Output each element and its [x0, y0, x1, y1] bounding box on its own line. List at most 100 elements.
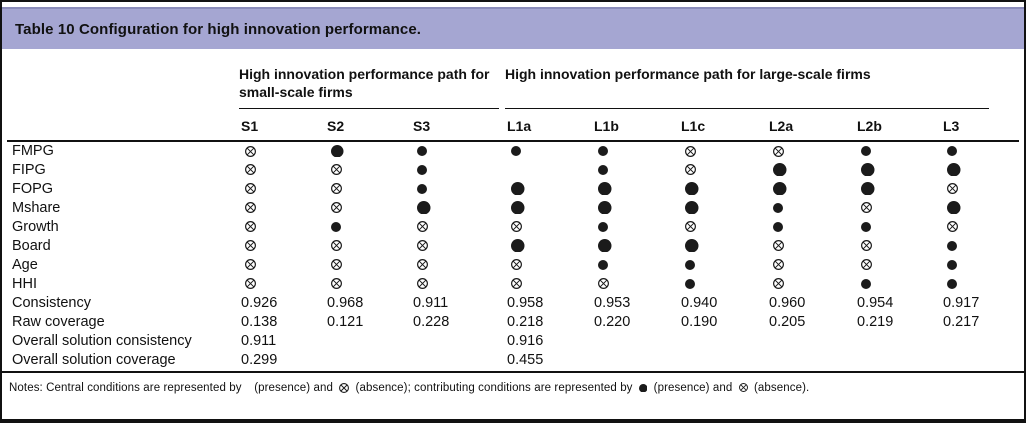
- contributing-presence-icon: [598, 164, 608, 175]
- stat-value: [325, 350, 411, 369]
- table-row: FIPG: [7, 160, 1019, 179]
- stat-value: [767, 350, 855, 369]
- column-header-S2: S2: [325, 111, 411, 142]
- contributing-presence-icon: [947, 278, 957, 289]
- condition-cell: [767, 141, 855, 160]
- contributing-absence-icon: [245, 145, 256, 157]
- contributing-absence-icon: [861, 240, 872, 252]
- column-header-S3: S3: [411, 111, 505, 142]
- column-header-L1b: L1b: [592, 111, 679, 142]
- central-presence-icon: [685, 181, 699, 196]
- table-bottom-rule: [2, 371, 1024, 373]
- condition-cell: [767, 255, 855, 274]
- condition-cell: [592, 141, 679, 160]
- column-header-L1a: L1a: [505, 111, 592, 142]
- condition-cell: [411, 255, 505, 274]
- contributing-absence-icon: [417, 240, 428, 252]
- contributing-presence-icon: [598, 146, 608, 157]
- condition-cell: [679, 179, 767, 198]
- condition-cell: [679, 217, 767, 236]
- contributing-absence-icon: [245, 221, 256, 233]
- contributing-absence-icon: [331, 183, 342, 195]
- central-absence-icon: [339, 383, 350, 393]
- condition-cell: [767, 179, 855, 198]
- table-row: Raw coverage 0.138 0.121 0.228 0.218 0.220 0.1…: [7, 312, 1019, 331]
- central-presence-icon: [598, 238, 612, 253]
- contributing-absence-icon: [245, 202, 256, 214]
- contributing-absence-icon: [685, 164, 696, 176]
- contributing-absence-icon: [685, 145, 696, 157]
- stat-value: 0.940: [681, 294, 718, 311]
- condition-cell: [325, 198, 411, 217]
- contributing-absence-icon: [947, 183, 958, 195]
- condition-cell: [411, 179, 505, 198]
- table-title-band: Table 10 Configuration for high innovati…: [2, 7, 1024, 49]
- stat-value: 0.960: [769, 294, 806, 311]
- condition-cell: [767, 217, 855, 236]
- central-presence-icon: [861, 162, 875, 177]
- contributing-presence-icon: [331, 221, 341, 232]
- central-presence-icon: [511, 181, 525, 196]
- table-notes: Notes: Central conditions are represente…: [2, 373, 1024, 394]
- condition-cell: [505, 274, 592, 293]
- condition-cell: [767, 236, 855, 255]
- contributing-absence-icon: [417, 221, 428, 233]
- stat-value: 0.954: [857, 294, 894, 311]
- group-label-large-scale: High innovation performance path for lar…: [505, 66, 871, 82]
- contributing-absence-icon: [685, 221, 696, 233]
- central-presence-icon: [685, 238, 699, 253]
- contributing-absence-icon: [947, 221, 958, 233]
- condition-cell: [941, 255, 1019, 274]
- condition-cell: [855, 179, 941, 198]
- table-row: Overall solution consistency 0.911 0.916: [7, 331, 1019, 350]
- row-label: Raw coverage: [12, 313, 105, 330]
- stat-value: [855, 331, 941, 350]
- contributing-absence-icon: [245, 278, 256, 290]
- central-presence-icon: [947, 162, 961, 177]
- condition-cell: [592, 160, 679, 179]
- table-row: FOPG: [7, 179, 1019, 198]
- contributing-presence-icon: [861, 278, 871, 289]
- contributing-presence-icon: [947, 240, 957, 251]
- condition-cell: [325, 274, 411, 293]
- column-header-L3: L3: [941, 111, 1020, 142]
- table-row: Age: [7, 255, 1019, 274]
- condition-cell: [505, 236, 592, 255]
- condition-cell: [767, 274, 855, 293]
- central-presence-icon: [685, 200, 699, 215]
- stat-value: 0.968: [327, 294, 364, 311]
- column-header-L2a: L2a: [767, 111, 855, 142]
- condition-cell: [767, 198, 855, 217]
- condition-cell: [505, 179, 592, 198]
- stat-value: [679, 350, 767, 369]
- stat-value: [592, 331, 679, 350]
- row-label: Mshare: [12, 199, 61, 216]
- table-row: FMPG: [7, 141, 1019, 160]
- contributing-absence-icon: [511, 221, 522, 233]
- contributing-presence-icon: [773, 202, 783, 213]
- row-label: Consistency: [12, 294, 91, 311]
- stat-value: 0.916: [507, 332, 544, 349]
- row-label: Board: [12, 237, 51, 254]
- central-presence-icon: [598, 181, 612, 196]
- row-label: Overall solution coverage: [12, 351, 176, 368]
- condition-cell: [239, 179, 325, 198]
- letters-row-spacer: [7, 111, 239, 142]
- row-label: FMPG: [12, 143, 54, 159]
- condition-cell: [941, 179, 1019, 198]
- contributing-absence-icon: [511, 278, 522, 290]
- condition-cell: [239, 274, 325, 293]
- contributing-absence-icon: [245, 183, 256, 195]
- condition-cell: [679, 274, 767, 293]
- stat-value: [592, 350, 679, 369]
- stat-value: 0.455: [507, 351, 544, 368]
- stat-value: [855, 350, 941, 369]
- contributing-absence-icon: [245, 164, 256, 176]
- stat-value: 0.958: [507, 294, 544, 311]
- condition-cell: [505, 217, 592, 236]
- condition-cell: [592, 255, 679, 274]
- contributing-absence-icon: [331, 259, 342, 271]
- contributing-presence-icon: [947, 259, 957, 270]
- condition-cell: [767, 160, 855, 179]
- column-header-S1: S1: [239, 111, 325, 142]
